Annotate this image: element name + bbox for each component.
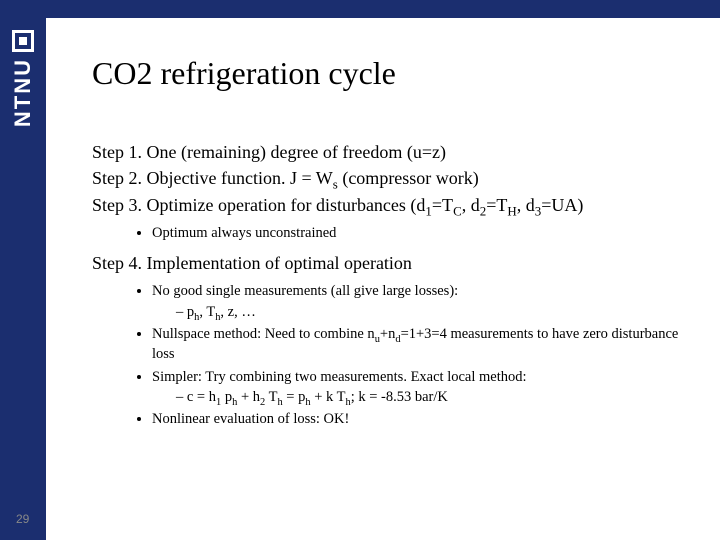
b3d-m2: + h: [237, 389, 260, 405]
step-3-m3: =T: [486, 195, 507, 215]
b3d-m5: + k T: [311, 389, 346, 405]
b3d-m6: ; k = -8.53 bar/K: [351, 389, 448, 405]
b3-dash-1: c = h1 ph + h2 Th = ph + k Th; k = -8.53…: [176, 387, 692, 407]
b3d-m1: p: [221, 389, 232, 405]
b1-dash-1: ph, Th, z, …: [176, 302, 692, 322]
step-4: Step 4. Implementation of optimal operat…: [92, 251, 692, 275]
step-3-bullet-1: Optimum always unconstrained: [152, 223, 692, 243]
logo-text: NTNU: [10, 58, 36, 127]
step-3-m5: =UA): [541, 195, 583, 215]
step-3-m1: =T: [432, 195, 453, 215]
content-area: CO2 refrigeration cycle Step 1. One (rem…: [92, 55, 692, 438]
b1-dash-m2: , z, …: [220, 304, 255, 320]
b3-text: Simpler: Try combining two measurements.…: [152, 369, 527, 385]
slide: NTNU CO2 refrigeration cycle Step 1. One…: [0, 0, 720, 540]
step-4-bullet-2: Nullspace method: Need to combine nu+nd=…: [152, 324, 692, 365]
step-4-bullet-3: Simpler: Try combining two measurements.…: [152, 367, 692, 408]
b3d-pre: c = h: [187, 389, 216, 405]
b1-dashlist: ph, Th, z, …: [176, 302, 692, 322]
step-3-m2: , d: [462, 195, 480, 215]
step-3-m4: , d: [517, 195, 535, 215]
topbar: [0, 0, 720, 18]
step-1: Step 1. One (remaining) degree of freedo…: [92, 140, 692, 164]
step-3-s2: C: [453, 203, 462, 218]
step-3-pre: Step 3. Optimize operation for disturban…: [92, 195, 425, 215]
page-title: CO2 refrigeration cycle: [92, 55, 692, 92]
step-3-sublist: Optimum always unconstrained: [152, 223, 692, 243]
step-2-text-post: (compressor work): [338, 168, 479, 188]
step-3: Step 3. Optimize operation for disturban…: [92, 193, 692, 217]
logo-icon: [12, 30, 34, 52]
b1-text: No good single measurements (all give la…: [152, 283, 458, 299]
b3d-m4: = p: [283, 389, 306, 405]
step-4-bullet-1: No good single measurements (all give la…: [152, 281, 692, 322]
step-4-sublist: No good single measurements (all give la…: [152, 281, 692, 429]
b3-dashlist: c = h1 ph + h2 Th = ph + k Th; k = -8.53…: [176, 387, 692, 407]
step-2-text-pre: Step 2. Objective function. J = W: [92, 168, 333, 188]
step-2: Step 2. Objective function. J = Ws (comp…: [92, 166, 692, 190]
b2-pre: Nullspace method: Need to combine n: [152, 326, 375, 342]
ntnu-logo: NTNU: [8, 30, 38, 190]
page-number: 29: [16, 512, 29, 526]
b1-dash-m1: , T: [199, 304, 215, 320]
step-3-s4: H: [507, 203, 516, 218]
b2-m1: +n: [380, 326, 395, 342]
b3d-m3: T: [265, 389, 277, 405]
step-4-bullet-4: Nonlinear evaluation of loss: OK!: [152, 409, 692, 429]
